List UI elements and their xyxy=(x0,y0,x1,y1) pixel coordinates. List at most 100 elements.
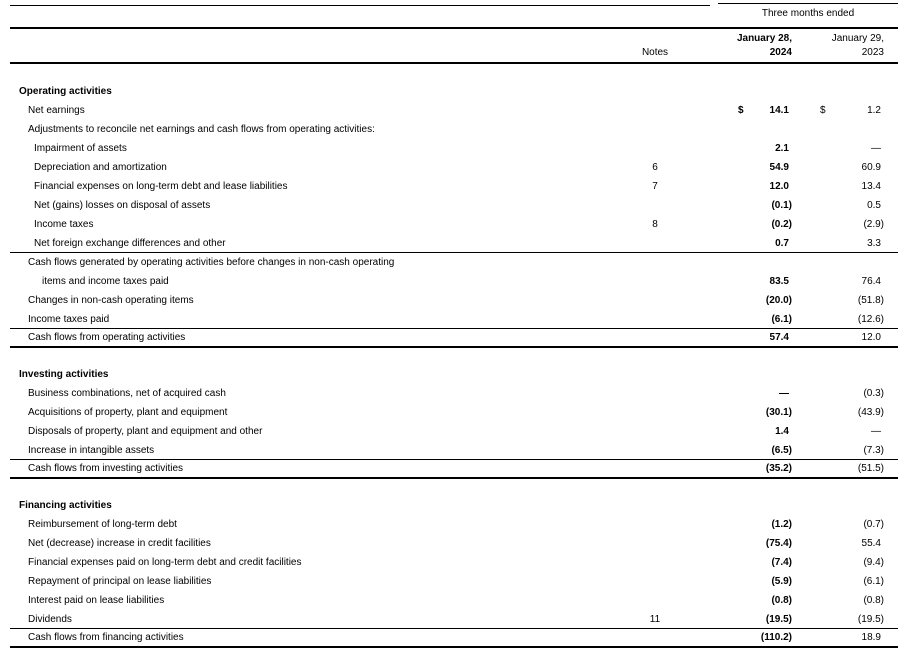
period-group-cell: Three months ended xyxy=(718,3,898,27)
table-row: Cash flows generated by operating activi… xyxy=(10,253,898,272)
table-row: Increase in intangible assets (6.5) (7.3) xyxy=(10,441,898,460)
table-row: Dividends 11 (19.5) (19.5) xyxy=(10,610,898,629)
value-2024: (7.4) xyxy=(771,557,792,568)
row-label: Income taxes paid xyxy=(28,313,110,325)
table-row: Depreciation and amortization 6 54.9 60.9 xyxy=(10,158,898,177)
value-2023: 76.4 xyxy=(861,276,881,287)
section-gap xyxy=(10,479,898,496)
value-2023: (9.4) xyxy=(863,557,884,568)
table-row-total: Cash flows from financing activities (110… xyxy=(10,629,898,648)
table-row-section: Financing activities xyxy=(10,496,898,515)
value-2023: (7.3) xyxy=(863,444,884,456)
column-header-2024-year: 2024 xyxy=(769,47,792,58)
row-label: Net earnings xyxy=(28,105,85,116)
row-label: Financial expenses on long-term debt and… xyxy=(34,181,288,192)
section-label: Financing activities xyxy=(19,500,112,511)
row-label: Business combinations, net of acquired c… xyxy=(28,388,226,399)
row-label: Repayment of principal on lease liabilit… xyxy=(28,576,212,587)
table-row-section: Investing activities xyxy=(10,365,898,384)
value-2023: — xyxy=(871,143,881,154)
value-2024: (1.2) xyxy=(771,519,792,530)
row-label: Cash flows from financing activities xyxy=(28,632,184,643)
row-label: Changes in non-cash operating items xyxy=(28,295,194,306)
value-2023: (0.3) xyxy=(863,388,884,399)
value-2023: (0.8) xyxy=(863,595,884,606)
cash-flow-statement: Three months ended Notes January 28, 2024… xyxy=(10,3,898,648)
value-2024: (6.1) xyxy=(771,313,792,325)
table-row: Net foreign exchange differences and oth… xyxy=(10,234,898,253)
value-2024: 0.7 xyxy=(775,237,789,249)
column-header-2023-date: January 29, xyxy=(831,33,884,44)
note-cell: 6 xyxy=(652,162,658,173)
value-2023: (51.8) xyxy=(857,295,884,306)
row-label: Dividends xyxy=(28,613,72,625)
period-group-label: Three months ended xyxy=(761,8,855,19)
value-2024: 12.0 xyxy=(769,181,789,192)
table-row: Repayment of principal on lease liabilit… xyxy=(10,572,898,591)
value-2024: 1.4 xyxy=(775,426,789,437)
table-row: Acquisitions of property, plant and equi… xyxy=(10,403,898,422)
value-2023: (19.5) xyxy=(857,613,884,625)
value-2023: (43.9) xyxy=(857,407,884,418)
table-row: Changes in non-cash operating items (20.0… xyxy=(10,291,898,310)
row-label: Increase in intangible assets xyxy=(28,444,155,456)
table-row-total: Cash flows from operating activities 57.4… xyxy=(10,329,898,348)
row-label: Net (decrease) increase in credit facili… xyxy=(28,538,211,549)
value-2024: 57.4 xyxy=(769,332,789,343)
notes-column-header: Notes xyxy=(641,47,669,58)
row-label: Impairment of assets xyxy=(34,143,127,154)
header-spacer-cell xyxy=(10,32,620,60)
value-2023: 60.9 xyxy=(861,162,881,173)
row-label: Cash flows from investing activities xyxy=(28,463,184,474)
value-2024: (19.5) xyxy=(765,613,792,625)
value-2024: 83.5 xyxy=(769,276,789,287)
table-row: Adjustments to reconcile net earnings an… xyxy=(10,120,898,139)
currency-symbol: $ xyxy=(738,105,744,116)
column-header-2023: January 29, 2023 xyxy=(795,32,898,60)
table-row: items and income taxes paid 83.5 76.4 xyxy=(10,272,898,291)
column-header-2023-year: 2023 xyxy=(861,47,884,58)
table-row: Disposals of property, plant and equipme… xyxy=(10,422,898,441)
table-row-section: Operating activities xyxy=(10,82,898,101)
table-row: Financial expenses paid on long-term deb… xyxy=(10,553,898,572)
value-2023: 55.4 xyxy=(861,538,881,549)
currency-symbol: $ xyxy=(820,105,826,116)
column-header-2024-date: January 28, xyxy=(736,33,792,44)
table-row: Net (decrease) increase in credit facili… xyxy=(10,534,898,553)
row-label: Acquisitions of property, plant and equi… xyxy=(28,407,228,418)
row-label: Cash flows from operating activities xyxy=(28,332,186,343)
row-label: Income taxes xyxy=(34,219,94,230)
row-label: Reimbursement of long-term debt xyxy=(28,519,177,530)
table-row-total: Cash flows from investing activities (35.… xyxy=(10,460,898,479)
top-rule-left xyxy=(10,5,710,27)
section-label: Investing activities xyxy=(19,369,109,380)
statement-body: Operating activities Net earnings $14.1 $1… xyxy=(10,82,898,648)
value-2024: 2.1 xyxy=(775,143,789,154)
row-label: Net foreign exchange differences and oth… xyxy=(34,237,226,249)
table-row: Impairment of assets 2.1 — xyxy=(10,139,898,158)
table-row: Income taxes 8 (0.2) (2.9) xyxy=(10,215,898,234)
value-2024: (30.1) xyxy=(765,407,792,418)
table-row: Business combinations, net of acquired c… xyxy=(10,384,898,403)
value-2024: (0.1) xyxy=(771,200,792,211)
value-2024: (6.5) xyxy=(771,444,792,456)
row-label: Net (gains) losses on disposal of assets xyxy=(34,200,211,211)
value-2024: (35.2) xyxy=(765,463,792,474)
value-2023: (0.7) xyxy=(863,519,884,530)
table-row: Financial expenses on long-term debt and… xyxy=(10,177,898,196)
row-label: Disposals of property, plant and equipme… xyxy=(28,426,263,437)
value-2023: 12.0 xyxy=(861,332,881,343)
period-header-row: Three months ended xyxy=(10,3,898,27)
column-header-2024: January 28, 2024 xyxy=(690,32,792,60)
note-cell: 7 xyxy=(652,181,658,192)
note-cell: 11 xyxy=(649,613,661,625)
value-2023: 3.3 xyxy=(867,237,881,249)
value-2023: (12.6) xyxy=(857,313,884,325)
section-gap xyxy=(10,348,898,365)
value-2024: (0.8) xyxy=(771,595,792,606)
table-row: Income taxes paid (6.1) (12.6) xyxy=(10,310,898,329)
table-row: Net (gains) losses on disposal of assets… xyxy=(10,196,898,215)
row-label: Depreciation and amortization xyxy=(34,162,167,173)
section-label: Operating activities xyxy=(19,86,112,97)
value-2023: — xyxy=(871,426,881,437)
